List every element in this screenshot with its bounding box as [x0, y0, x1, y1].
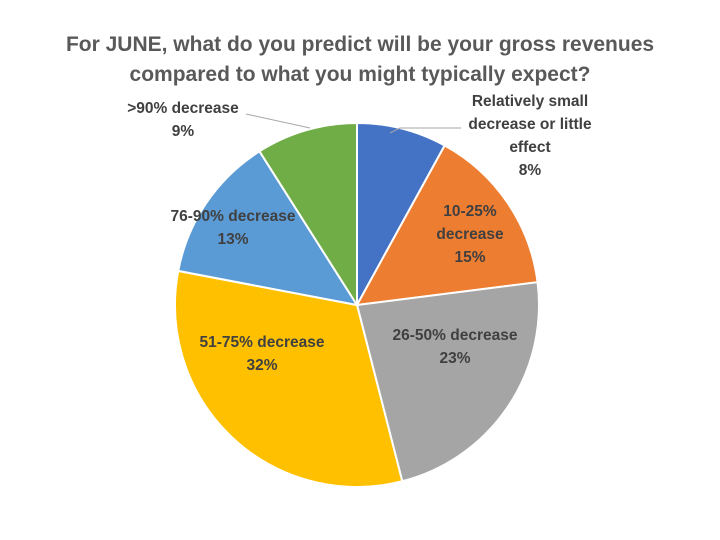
- slice-name-label: 10-25%: [443, 203, 497, 220]
- leader-line-6: [245, 113, 311, 129]
- pie-slice-4: [174, 269, 404, 488]
- chart-title-line-1: For JUNE, what do you predict will be yo…: [65, 33, 655, 56]
- slice-value-label: 13%: [217, 231, 248, 248]
- slice-name-label: 76-90% decrease: [171, 208, 296, 225]
- slice-name-label: decrease or little: [468, 116, 592, 133]
- slice-label-3: 26-50% decrease 23%: [393, 327, 518, 367]
- slice-name-label: Relatively small: [472, 93, 588, 110]
- leader-lines: [245, 113, 461, 134]
- leader-line-1: [389, 127, 461, 134]
- chart-title: For JUNE, what do you predict will be yo…: [0, 30, 720, 90]
- slice-value-label: 23%: [439, 350, 470, 367]
- slice-label-1: Relatively small decrease or little effect…: [468, 93, 592, 179]
- slice-name-label: effect: [509, 139, 550, 156]
- pie-slices: [174, 121, 540, 488]
- slice-name-label: 51-75% decrease: [200, 334, 325, 351]
- pie-slice-3: [355, 281, 540, 483]
- slice-value-label: 9%: [172, 123, 195, 140]
- chart-title-line-2: compared to what you might typically exp…: [129, 63, 591, 86]
- pie-slice-2: [355, 144, 539, 307]
- slice-label-2: 10-25% decrease 15%: [436, 203, 504, 266]
- slice-name-label: >90% decrease: [127, 100, 239, 117]
- slice-labels: Relatively small decrease or little effect…: [127, 93, 592, 374]
- slice-name-label: decrease: [436, 226, 504, 243]
- slice-label-4: 51-75% decrease 32%: [200, 334, 325, 374]
- slice-name-label: 26-50% decrease: [393, 327, 518, 344]
- pie-slice-1: [356, 121, 447, 306]
- slice-label-5: 76-90% decrease 13%: [171, 208, 296, 248]
- pie-slice-5: [177, 149, 360, 307]
- slice-value-label: 15%: [454, 249, 485, 266]
- slice-value-label: 32%: [246, 357, 277, 374]
- slice-value-label: 8%: [519, 162, 542, 179]
- pie-slice-6: [258, 121, 358, 309]
- slice-label-6: >90% decrease 9%: [127, 100, 239, 140]
